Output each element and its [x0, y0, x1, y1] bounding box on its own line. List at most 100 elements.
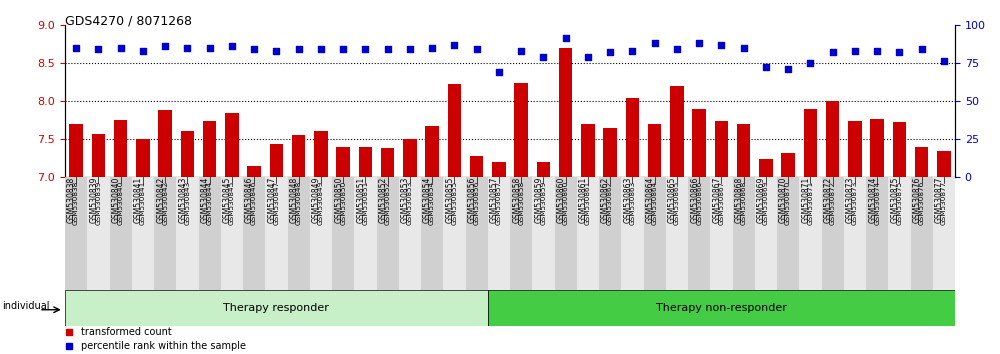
- Bar: [425, 126, 439, 177]
- Bar: [247, 166, 261, 177]
- Point: [313, 46, 329, 52]
- Point: [113, 45, 129, 50]
- Point: [558, 36, 574, 41]
- Text: GSM530852: GSM530852: [379, 177, 388, 223]
- Bar: [599, 177, 621, 290]
- Point: [891, 49, 907, 55]
- Bar: [492, 162, 506, 177]
- Bar: [866, 177, 888, 290]
- Point: [825, 49, 841, 55]
- Bar: [666, 177, 688, 290]
- Text: GSM530851: GSM530851: [362, 181, 368, 225]
- Text: GSM530842: GSM530842: [162, 181, 168, 225]
- Text: GDS4270 / 8071268: GDS4270 / 8071268: [65, 14, 192, 27]
- Text: GSM530871: GSM530871: [801, 177, 810, 223]
- Bar: [332, 177, 354, 290]
- Text: GSM530872: GSM530872: [830, 181, 836, 225]
- Bar: [603, 128, 617, 177]
- Text: GSM530863: GSM530863: [623, 177, 632, 223]
- Bar: [87, 177, 110, 290]
- Text: GSM530866: GSM530866: [690, 177, 699, 223]
- Text: GSM530843: GSM530843: [178, 177, 187, 223]
- Bar: [910, 177, 933, 290]
- Text: GSM530848: GSM530848: [290, 177, 299, 223]
- Bar: [376, 177, 399, 290]
- Text: GSM530853: GSM530853: [401, 177, 410, 223]
- Text: GSM530847: GSM530847: [267, 177, 276, 223]
- Bar: [759, 159, 773, 177]
- Bar: [644, 177, 666, 290]
- Bar: [403, 139, 417, 177]
- Bar: [577, 177, 599, 290]
- Bar: [336, 147, 350, 177]
- Text: GSM530846: GSM530846: [251, 181, 257, 225]
- Text: GSM530850: GSM530850: [340, 181, 346, 225]
- Text: GSM530842: GSM530842: [156, 177, 165, 223]
- Text: GSM530875: GSM530875: [890, 177, 899, 223]
- Text: GSM530859: GSM530859: [534, 177, 543, 223]
- Bar: [715, 121, 728, 177]
- Point: [691, 40, 707, 46]
- Text: GSM530864: GSM530864: [652, 181, 658, 225]
- Text: GSM530870: GSM530870: [779, 177, 788, 223]
- Text: GSM530840: GSM530840: [118, 181, 124, 225]
- Bar: [470, 156, 483, 177]
- Point: [647, 40, 663, 46]
- Bar: [69, 124, 83, 177]
- Text: percentile rank within the sample: percentile rank within the sample: [81, 341, 246, 350]
- Point: [669, 46, 685, 52]
- Bar: [554, 177, 577, 290]
- Bar: [243, 177, 265, 290]
- Bar: [265, 177, 288, 290]
- Bar: [176, 177, 198, 290]
- Bar: [799, 177, 822, 290]
- Text: GSM530872: GSM530872: [824, 177, 833, 223]
- Point: [446, 42, 462, 47]
- Bar: [154, 177, 176, 290]
- Text: GSM530849: GSM530849: [312, 177, 321, 223]
- Text: GSM530859: GSM530859: [540, 181, 546, 225]
- Bar: [692, 108, 706, 177]
- Text: GSM530844: GSM530844: [201, 177, 210, 223]
- Text: GSM530850: GSM530850: [334, 177, 343, 223]
- Bar: [203, 121, 216, 177]
- Bar: [288, 177, 310, 290]
- Bar: [937, 151, 951, 177]
- Bar: [532, 177, 554, 290]
- Text: GSM530873: GSM530873: [846, 177, 855, 223]
- Text: GSM530874: GSM530874: [868, 177, 877, 223]
- Text: GSM530847: GSM530847: [273, 181, 279, 225]
- Bar: [888, 177, 910, 290]
- Bar: [870, 119, 884, 177]
- Bar: [510, 177, 532, 290]
- Bar: [933, 177, 955, 290]
- Text: GSM530858: GSM530858: [512, 177, 521, 223]
- Text: GSM530854: GSM530854: [423, 177, 432, 223]
- Text: GSM530856: GSM530856: [474, 181, 480, 225]
- Bar: [198, 177, 221, 290]
- Bar: [755, 177, 777, 290]
- Bar: [777, 177, 799, 290]
- Point: [802, 60, 818, 66]
- Text: GSM530854: GSM530854: [429, 181, 435, 225]
- Bar: [110, 177, 132, 290]
- Bar: [381, 148, 394, 177]
- Point: [357, 46, 373, 52]
- Point: [914, 46, 930, 52]
- Bar: [270, 143, 283, 177]
- Text: GSM530860: GSM530860: [557, 177, 566, 223]
- Bar: [399, 177, 421, 290]
- Point: [736, 45, 752, 50]
- Point: [580, 54, 596, 59]
- Point: [179, 45, 195, 50]
- Bar: [354, 177, 376, 290]
- Bar: [132, 177, 154, 290]
- Text: GSM530867: GSM530867: [712, 177, 721, 223]
- Bar: [92, 135, 105, 177]
- Point: [380, 46, 396, 52]
- Text: GSM530873: GSM530873: [852, 181, 858, 225]
- Bar: [488, 177, 510, 290]
- Text: GSM530861: GSM530861: [585, 181, 591, 225]
- Text: GSM530855: GSM530855: [445, 177, 454, 223]
- Text: transformed count: transformed count: [81, 327, 172, 337]
